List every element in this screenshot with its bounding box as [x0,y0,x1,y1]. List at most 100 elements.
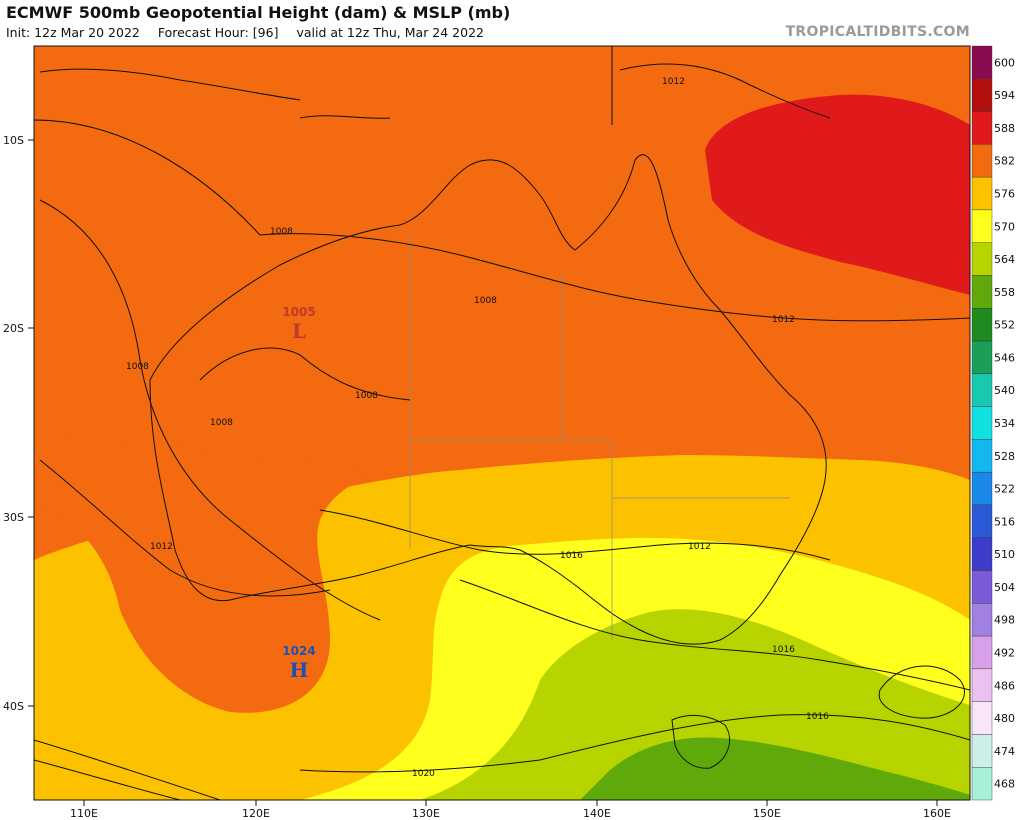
colorbar-swatch [971,78,993,112]
lat-label: 20S [3,322,24,335]
colorbar-label: 474 [994,745,1015,758]
colorbar-label: 498 [994,614,1015,627]
run-info: Init: 12z Mar 20 2022 Forecast Hour: [96… [6,25,498,40]
high-value: 1024 [282,644,315,658]
state-borders [409,46,790,640]
latitude-axis: 10S 20S 30S 40S [3,134,34,713]
coastlines [39,63,831,769]
colorbar-swatch [971,701,993,735]
colorbar-label: 480 [994,712,1015,725]
colorbar-swatch [971,45,993,79]
colorbar-label: 558 [994,286,1015,299]
colorbar-label: 570 [994,220,1015,233]
isobar-label: 1008 [355,391,378,401]
low-symbol: L [292,319,306,343]
timor-coast [299,115,391,119]
colorbar-label: 600 [994,56,1015,69]
field-588 [705,94,970,295]
colorbar: 600 594 588 582 576 570 564 558 552 546 540 534 528 5… [971,45,1015,801]
field-564 [420,609,970,800]
colorbar-swatch [971,406,993,440]
colorbar-swatch [971,111,993,145]
colorbar-label: 576 [994,188,1015,201]
colorbar-label: 552 [994,319,1015,332]
lon-label: 130E [412,807,440,820]
colorbar-swatch [971,242,993,276]
australia-coast [149,154,827,645]
colorbar-swatch [971,471,993,506]
lon-label: 140E [583,807,611,820]
colorbar-swatch [971,537,993,571]
isobar-label: 1012 [772,315,795,325]
colorbar-swatch [971,340,993,375]
lon-label: 160E [923,807,951,820]
colorbar-swatch [971,635,993,670]
isobar-label: 1016 [772,645,795,655]
colorbar-swatch [971,603,993,637]
lon-label: 150E [753,807,781,820]
isobar-label: 1012 [662,77,685,87]
isobar-label: 1012 [688,542,711,552]
colorbar-swatch [971,373,993,407]
colorbar-swatch [971,275,993,309]
colorbar-label: 516 [994,515,1015,528]
isobar-labels: 1012 1008 1008 1008 1008 1008 1012 1012 … [126,77,829,779]
brand-watermark: TROPICALTIDBITS.COM [785,24,970,40]
colorbar-label: 492 [994,646,1015,659]
colorbar-label: 486 [994,679,1015,692]
isobar-label: 1008 [210,418,233,428]
lon-label: 120E [242,807,270,820]
colorbar-label: 588 [994,122,1015,135]
colorbar-label: 504 [994,581,1015,594]
colorbar-swatch [971,668,993,702]
colorbar-swatch [971,734,993,768]
colorbar-swatch [971,504,993,538]
colorbar-label: 522 [994,483,1015,496]
colorbar-label: 534 [994,417,1015,430]
colorbar-swatch [971,308,993,342]
isobars [34,119,970,800]
low-value: 1005 [282,305,315,319]
field-558 [580,737,970,800]
colorbar-label: 540 [994,384,1015,397]
isobar-label: 1016 [560,551,583,561]
isobar-label: 1016 [806,712,829,722]
colorbar-label: 582 [994,155,1015,168]
colorbar-label: 528 [994,450,1015,463]
colorbar-swatch [971,144,993,178]
colorbar-swatch [971,570,993,604]
height-field [34,46,970,800]
low-pressure-center: 1005 L [282,305,315,343]
colorbar-label: 594 [994,89,1015,102]
isobar-label: 1008 [126,362,149,372]
lon-label: 110E [70,807,98,820]
lat-label: 10S [3,134,24,147]
tasmania-coast [671,714,730,769]
high-symbol: H [290,658,309,682]
colorbar-label: 564 [994,253,1015,266]
indonesia-coast [39,68,301,101]
field-582-ridge [34,430,380,713]
isobar-label: 1012 [150,542,173,552]
colorbar-swatch [971,767,993,801]
forecast-hour: Forecast Hour: [96] [157,25,279,40]
new-guinea-coast [619,63,831,119]
isobar-label: 1008 [474,296,497,306]
longitude-axis: 110E 120E 130E 140E 150E 160E [70,800,951,820]
isobar-label: 1020 [412,769,435,779]
colorbar-label: 510 [994,548,1015,561]
valid-time: valid at 12z Thu, Mar 24 2022 [296,25,484,40]
map-frame [33,45,971,801]
isobar-label: 1008 [270,227,293,237]
lat-label: 40S [3,700,24,713]
colorbar-label: 546 [994,351,1015,364]
lat-label: 30S [3,511,24,524]
colorbar-swatch [971,439,993,473]
colorbar-swatch [971,176,993,211]
init-time: Init: 12z Mar 20 2022 [6,25,140,40]
colorbar-swatch [971,209,993,243]
map-title: ECMWF 500mb Geopotential Height (dam) & … [6,3,511,22]
colorbar-label: 468 [994,778,1015,791]
high-pressure-center: 1024 H [282,644,315,682]
